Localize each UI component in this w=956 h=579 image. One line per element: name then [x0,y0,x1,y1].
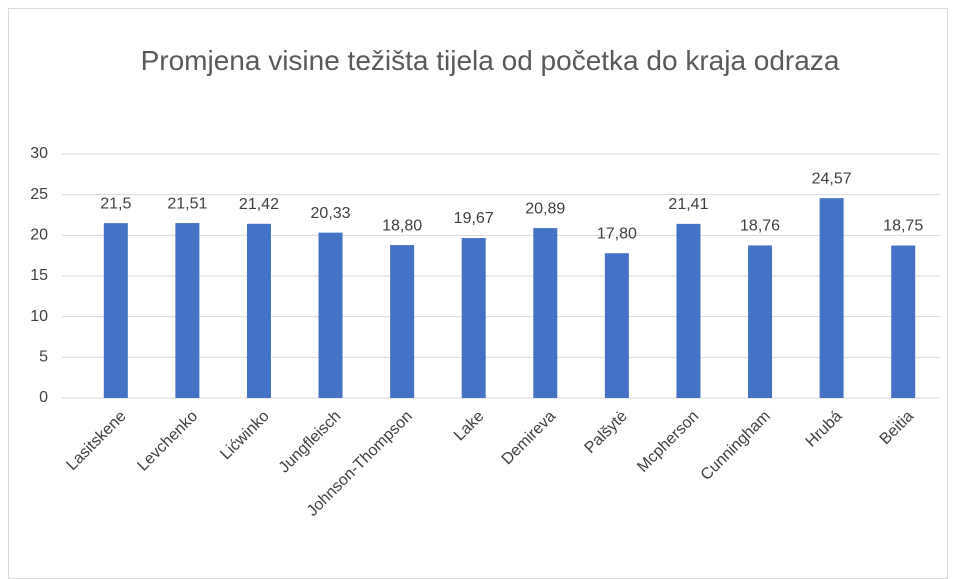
y-tick-label: 20 [30,227,48,244]
chart-title: Promjena visine težišta tijela od početk… [140,45,840,76]
y-tick-label: 30 [30,145,48,162]
x-tick-label: Palšytė [582,408,631,457]
x-tick-label: Lake [451,408,488,445]
data-label: 19,67 [454,210,494,227]
x-tick-label: Beitia [877,408,917,448]
y-tick-label: 15 [30,267,48,284]
bar [604,253,629,398]
bar [390,245,415,398]
data-label: 21,41 [668,196,708,213]
x-tick-label: Hrubá [803,408,846,451]
data-label: 21,42 [239,196,279,213]
data-label: 17,80 [597,225,637,242]
bar [246,223,271,398]
bar [318,232,343,398]
x-tick-label: Jungfleisch [276,408,345,477]
x-tick-label: Cunningham [698,408,774,484]
data-label: 21,51 [167,195,207,212]
bar [533,228,558,398]
x-tick-label: Lasitskene [63,408,129,474]
data-label: 20,89 [525,200,565,217]
bar [748,245,773,398]
bar [891,245,916,398]
y-tick-label: 25 [30,186,48,203]
x-tick-label: Levchenko [134,408,201,475]
bar [175,223,200,398]
x-tick-label: Demireva [499,408,560,469]
bar [819,198,844,398]
bar [461,238,486,398]
y-tick-label: 0 [39,389,48,406]
x-tick-label: Lićwinko [217,408,272,463]
data-label: 24,57 [812,170,852,187]
data-label: 18,76 [740,218,780,235]
y-tick-label: 10 [30,308,48,325]
bar [103,223,128,398]
data-label: 18,80 [382,217,422,234]
data-label: 20,33 [311,205,351,222]
data-label: 18,75 [883,218,923,235]
data-label: 21,5 [100,195,131,212]
x-tick-label: Mcpherson [634,408,702,476]
y-tick-label: 5 [39,349,48,366]
bar [676,223,701,398]
